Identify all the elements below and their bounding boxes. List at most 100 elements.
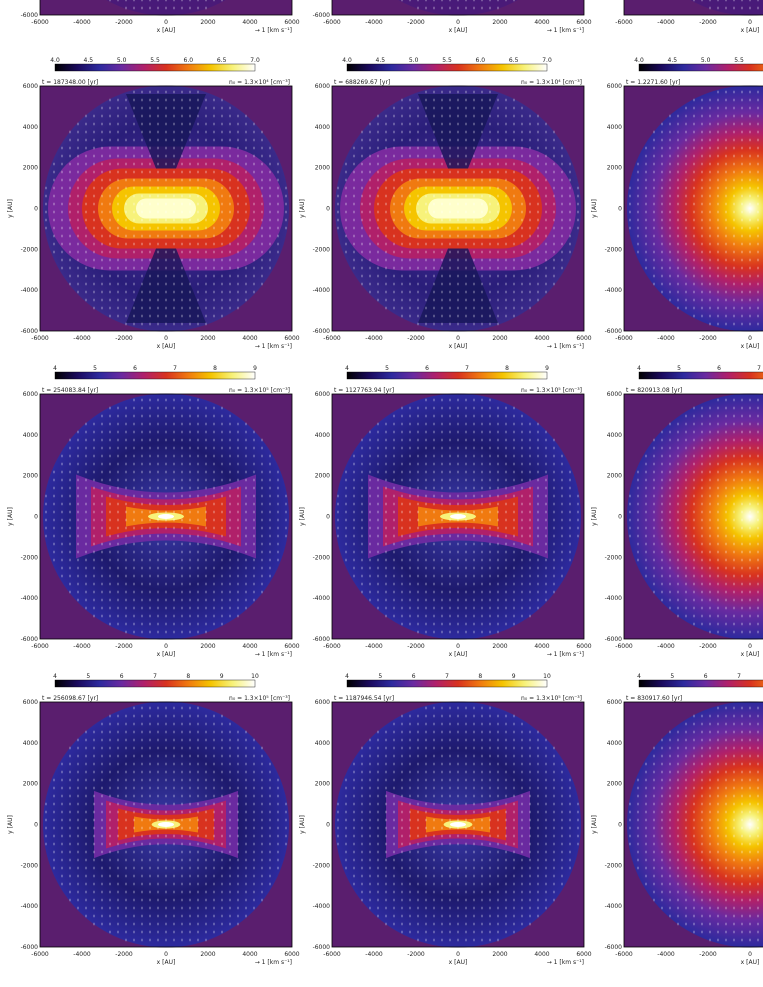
x-tick-label: 4000 xyxy=(534,951,549,958)
colorbar-tick-label: 4.5 xyxy=(84,57,94,64)
vector-scale-label: → 1 [km s⁻¹] xyxy=(255,27,292,34)
colorbar-tick-label: 6 xyxy=(120,673,124,680)
x-axis-label: x [AU] xyxy=(157,651,176,658)
y-tick-label: -4000 xyxy=(21,287,39,294)
sphere xyxy=(627,393,763,640)
colorbar-tick-label: 6.0 xyxy=(476,57,486,64)
y-axis-label: y [AU] xyxy=(591,199,598,218)
density-core xyxy=(368,474,548,559)
x-tick-label: 0 xyxy=(456,19,460,26)
colorbar-tick-label: 5 xyxy=(670,673,674,680)
plot-frame xyxy=(331,0,585,16)
vector-scale-label: → 1 [km s⁻¹] xyxy=(255,959,292,966)
x-tick-label: -4000 xyxy=(365,335,383,342)
colorbar-tick-label: 6 xyxy=(717,365,721,372)
colorbar-tick-label: 9 xyxy=(512,673,516,680)
plot-frame xyxy=(623,701,763,948)
panel-row2-col0: 4 5 6 7 8 9 t = 254083.84 [yr] n₀ = 1.3×10⁵ [cm… xyxy=(7,365,300,658)
y-tick-label: 4000 xyxy=(23,740,38,747)
colorbar xyxy=(638,371,763,380)
x-tick-label: -2000 xyxy=(407,19,425,26)
y-tick-label: 4000 xyxy=(23,124,38,131)
x-tick-label: -4000 xyxy=(365,951,383,958)
y-tick-label: 6000 xyxy=(315,699,330,706)
plot-frame xyxy=(623,85,763,332)
density-norm-label: n₀ = 1.3×10⁵ [cm⁻³] xyxy=(229,695,290,702)
y-tick-label: -2000 xyxy=(21,246,39,253)
velocity-field xyxy=(629,706,759,942)
velocity-field xyxy=(337,398,579,634)
velocity-field xyxy=(109,0,223,10)
panel-row1-col0: 4.0 4.5 5.0 5.5 6.0 6.5 7.0 t = 187348.00 [yr] n… xyxy=(7,57,300,350)
x-tick-label: -2000 xyxy=(699,643,717,650)
y-tick-label: 6000 xyxy=(607,699,622,706)
x-tick-label: 0 xyxy=(748,19,752,26)
plot-frame xyxy=(331,85,585,332)
x-tick-label: 4000 xyxy=(242,19,257,26)
y-tick-label: -2000 xyxy=(21,862,39,869)
panel-row1-col1: 4.0 4.5 5.0 5.5 6.0 6.5 7.0 t = 688269.67 [yr] n… xyxy=(299,57,592,350)
x-tick-label: -2000 xyxy=(699,19,717,26)
velocity-field xyxy=(401,0,515,10)
x-tick-label: -6000 xyxy=(31,643,49,650)
panel-row0-col1: 4.04.55.05.56.06.57.0-6000-4000-20000200… xyxy=(313,0,592,34)
colorbar-tick-label: 8 xyxy=(186,673,190,680)
colorbar-tick-label: 4 xyxy=(637,673,641,680)
colorbar-tick-label: 7 xyxy=(757,365,761,372)
x-axis-label: x [AU] xyxy=(449,959,468,966)
y-tick-label: 2000 xyxy=(607,165,622,172)
x-tick-label: -4000 xyxy=(657,643,675,650)
colorbar-tick-label: 7.0 xyxy=(250,57,260,64)
y-tick-label: -6000 xyxy=(605,636,623,643)
x-axis-label: x [AU] xyxy=(157,27,176,34)
x-tick-label: -6000 xyxy=(615,19,633,26)
x-tick-label: 2000 xyxy=(200,335,215,342)
colorbar-tick-label: 4 xyxy=(637,365,641,372)
y-tick-label: 4000 xyxy=(315,740,330,747)
velocity-field xyxy=(629,90,759,326)
panel-row1-col2: 4.04.55.05.56.06.57.0t = 1.2271.60 [yr]-… xyxy=(591,57,763,350)
velocity-field xyxy=(337,90,579,326)
density-norm-label: n₀ = 1.3×10⁵ [cm⁻³] xyxy=(521,387,582,394)
plot-frame xyxy=(623,0,763,16)
x-tick-label: 0 xyxy=(748,335,752,342)
plot-frame xyxy=(623,393,763,640)
time-label: t = 688269.67 [yr] xyxy=(334,79,390,86)
y-tick-label: -4000 xyxy=(605,287,623,294)
x-tick-label: -2000 xyxy=(699,335,717,342)
y-tick-label: -6000 xyxy=(21,944,39,951)
plot-frame xyxy=(331,701,585,948)
colorbar-tick-label: 8 xyxy=(505,365,509,372)
colorbar-tick-label: 10 xyxy=(251,673,259,680)
y-tick-label: -4000 xyxy=(313,287,331,294)
colorbar-tick-label: 7 xyxy=(173,365,177,372)
colorbar-tick-label: 5 xyxy=(93,365,97,372)
x-tick-label: 6000 xyxy=(576,19,591,26)
colorbar-tick-label: 8 xyxy=(213,365,217,372)
x-tick-label: 4000 xyxy=(242,951,257,958)
vector-scale-label: → 1 [km s⁻¹] xyxy=(547,959,584,966)
x-tick-label: -4000 xyxy=(73,643,91,650)
colorbar xyxy=(346,63,548,72)
colorbar-tick-label: 7 xyxy=(153,673,157,680)
x-axis-label: x [AU] xyxy=(741,343,760,350)
colorbar-tick-label: 7 xyxy=(465,365,469,372)
colorbar xyxy=(638,63,763,72)
colorbar-tick-label: 4.0 xyxy=(342,57,352,64)
x-tick-label: 0 xyxy=(164,951,168,958)
y-tick-label: -2000 xyxy=(313,246,331,253)
x-tick-label: -6000 xyxy=(615,643,633,650)
x-tick-label: 6000 xyxy=(284,951,299,958)
y-axis-label: y [AU] xyxy=(299,815,306,834)
y-tick-label: 0 xyxy=(326,822,330,829)
colorbar-tick-label: 4.5 xyxy=(668,57,678,64)
colorbar-tick-label: 9 xyxy=(253,365,257,372)
x-tick-label: -6000 xyxy=(31,335,49,342)
x-tick-label: -6000 xyxy=(31,19,49,26)
y-tick-label: -6000 xyxy=(21,328,39,335)
colorbar xyxy=(54,63,256,72)
velocity-field xyxy=(45,706,287,942)
y-tick-label: 4000 xyxy=(607,432,622,439)
colorbar-tick-label: 4 xyxy=(345,673,349,680)
y-tick-label: 2000 xyxy=(23,473,38,480)
